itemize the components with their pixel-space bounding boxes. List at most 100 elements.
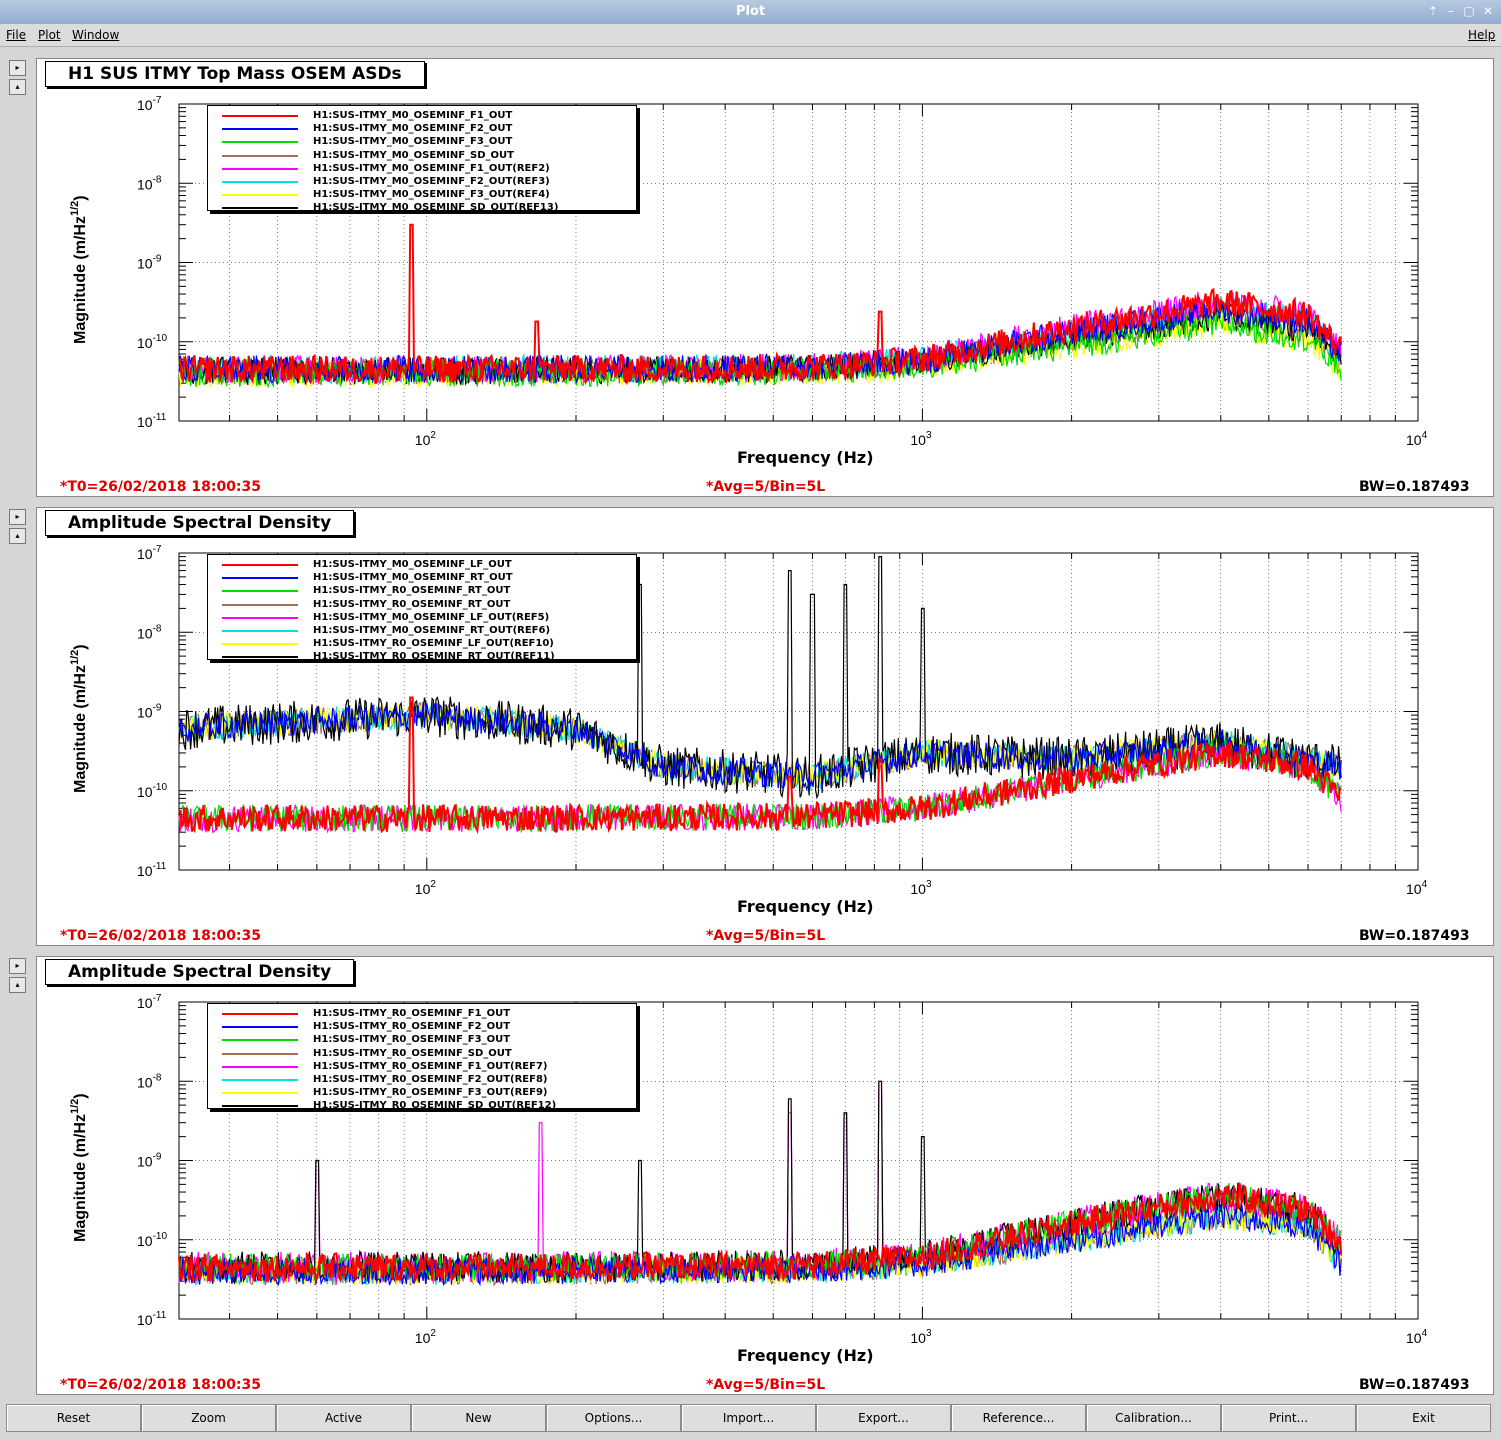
legend-swatch (222, 1026, 298, 1029)
legend-swatch (222, 1079, 298, 1081)
panel1-collapse-button[interactable]: ▴ (9, 79, 26, 95)
legend-swatch (222, 115, 298, 117)
menu-plot[interactable]: Plot (38, 28, 61, 42)
exit-button[interactable]: Exit (1356, 1404, 1491, 1432)
legend-label: H1:SUS-ITMY_R0_OSEMINF_RT_OUT (313, 585, 511, 597)
legend-entry: H1:SUS-ITMY_R0_OSEMINF_F2_OUT (208, 1020, 636, 1033)
bw-status: BW=0.187493 (1359, 479, 1470, 495)
legend-entry: H1:SUS-ITMY_R0_OSEMINF_RT_OUT(REF11) (208, 650, 636, 663)
shade-icon[interactable]: ⇡ (1427, 4, 1439, 18)
legend-label: H1:SUS-ITMY_M0_OSEMINF_F2_OUT (313, 123, 513, 135)
y-tick-label: 10-7 (137, 544, 162, 562)
legend-swatch (222, 590, 298, 593)
zoom-button[interactable]: Zoom (141, 1404, 276, 1432)
series-line (178, 696, 1342, 835)
legend-label: H1:SUS-ITMY_R0_OSEMINF_SD_OUT (313, 1047, 512, 1059)
panel2-collapse-button[interactable]: ▴ (9, 528, 26, 544)
panel2-expand-button[interactable]: ▸ (9, 509, 26, 525)
series-line (178, 701, 1342, 792)
legend-swatch (222, 207, 298, 210)
menu-file-label: File (6, 28, 27, 42)
x-tick-label: 102 (415, 430, 437, 448)
legend-label: H1:SUS-ITMY_M0_OSEMINF_RT_OUT (313, 572, 513, 584)
menu-help-label: Help (1468, 28, 1496, 42)
y-axis-label: Magnitude (m/Hz1/2) (69, 1093, 89, 1242)
panel3-expand-button[interactable]: ▸ (9, 958, 26, 974)
legend-entry: H1:SUS-ITMY_M0_OSEMINF_SD_OUT (208, 149, 636, 162)
plot-panel-1[interactable]: H1 SUS ITMY Top Mass OSEM ASDs 102 103 104 1… (36, 58, 1494, 497)
window-titlebar[interactable]: Plot ⇡ – ▢ ✕ (0, 0, 1501, 25)
legend-swatch (222, 1052, 298, 1055)
series-line (178, 313, 1342, 389)
legend-label: H1:SUS-ITMY_M0_OSEMINF_RT_OUT(REF6) (313, 625, 551, 636)
legend-swatch (222, 564, 298, 566)
legend-label: H1:SUS-ITMY_R0_OSEMINF_SD_OUT(REF12) (313, 1100, 557, 1112)
y-tick-label: 10-9 (137, 703, 162, 721)
legend-swatch (222, 1013, 298, 1015)
plot-panel-2[interactable]: Amplitude Spectral Density 102 103 104 10-7 1… (36, 507, 1494, 946)
y-axis-label: Magnitude (m/Hz1/2) (69, 644, 89, 793)
import-button[interactable]: Import... (681, 1404, 816, 1432)
minimize-icon[interactable]: – (1448, 4, 1454, 18)
y-tick-label: 10-11 (137, 1310, 167, 1328)
menu-file[interactable]: File (6, 28, 26, 42)
calibration-button[interactable]: Calibration... (1086, 1404, 1221, 1432)
legend-entry: H1:SUS-ITMY_R0_OSEMINF_LF_OUT(REF10) (208, 637, 636, 650)
legend-label: H1:SUS-ITMY_R0_OSEMINF_F1_OUT (313, 1008, 511, 1019)
legend-entry: H1:SUS-ITMY_M0_OSEMINF_F3_OUT (208, 135, 636, 148)
legend-entry: H1:SUS-ITMY_M0_OSEMINF_F2_OUT(REF3) (208, 175, 636, 188)
legend-label: H1:SUS-ITMY_R0_OSEMINF_F2_OUT (313, 1021, 511, 1033)
legend-entry: H1:SUS-ITMY_M0_OSEMINF_F2_OUT (208, 122, 636, 135)
y-tick-label: 10-9 (137, 1152, 162, 1170)
legend[interactable]: H1:SUS-ITMY_M0_OSEMINF_F1_OUT H1:SUS-ITMY… (207, 105, 637, 214)
legend-label: H1:SUS-ITMY_R0_OSEMINF_RT_OUT(REF11) (313, 651, 555, 663)
y-tick-label: 10-8 (137, 1072, 162, 1090)
legend[interactable]: H1:SUS-ITMY_R0_OSEMINF_F1_OUT H1:SUS-ITMY… (207, 1003, 637, 1112)
legend-swatch (222, 154, 298, 157)
button-bar: Reset Zoom Active New Options... Import... Exp… (0, 1400, 1501, 1440)
menu-help[interactable]: Help (1468, 28, 1495, 42)
y-tick-label: 10-11 (137, 412, 167, 430)
new-button[interactable]: New (411, 1404, 546, 1432)
legend-swatch (222, 577, 298, 580)
legend-label: H1:SUS-ITMY_M0_OSEMINF_F3_OUT(REF4) (313, 189, 550, 201)
x-tick-label: 104 (1406, 879, 1428, 897)
y-axis-label: Magnitude (m/Hz1/2) (69, 195, 89, 344)
legend-entry: H1:SUS-ITMY_M0_OSEMINF_F1_OUT(REF2) (208, 162, 636, 175)
y-tick-label: 10-9 (137, 254, 162, 272)
panel3-collapse-button[interactable]: ▴ (9, 977, 26, 993)
reference-button[interactable]: Reference... (951, 1404, 1086, 1432)
series-line (178, 1203, 1342, 1287)
reset-button[interactable]: Reset (6, 1404, 141, 1432)
panel1-expand-button[interactable]: ▸ (9, 60, 26, 76)
window-title: Plot (735, 4, 766, 19)
legend-swatch (222, 656, 298, 659)
legend[interactable]: H1:SUS-ITMY_M0_OSEMINF_LF_OUT H1:SUS-ITMY… (207, 554, 637, 663)
legend-swatch (222, 1092, 298, 1095)
series-line (178, 294, 1342, 385)
active-button[interactable]: Active (276, 1404, 411, 1432)
legend-entry: H1:SUS-ITMY_M0_OSEMINF_RT_OUT (208, 571, 636, 584)
menu-window[interactable]: Window (72, 28, 119, 42)
export-button[interactable]: Export... (816, 1404, 951, 1432)
legend-swatch (222, 1105, 298, 1108)
options-button[interactable]: Options... (546, 1404, 681, 1432)
plot-panel-3[interactable]: Amplitude Spectral Density 102 103 104 10-7 1… (36, 956, 1494, 1395)
close-icon[interactable]: ✕ (1482, 4, 1494, 18)
maximize-icon[interactable]: ▢ (1463, 4, 1475, 18)
series-line (178, 1183, 1343, 1284)
print-button[interactable]: Print... (1221, 1404, 1356, 1432)
y-tick-label: 10-10 (137, 1231, 167, 1249)
legend-entry: H1:SUS-ITMY_R0_OSEMINF_F1_OUT(REF7) (208, 1060, 636, 1073)
legend-entry: H1:SUS-ITMY_R0_OSEMINF_F2_OUT(REF8) (208, 1073, 636, 1086)
legend-swatch (222, 603, 298, 606)
y-tick-label: 10-11 (137, 861, 167, 879)
legend-entry: H1:SUS-ITMY_M0_OSEMINF_SD_OUT(REF13) (208, 201, 636, 214)
x-axis-label: Frequency (Hz) (737, 897, 874, 916)
legend-swatch (222, 616, 298, 619)
panel-title: H1 SUS ITMY Top Mass OSEM ASDs (45, 61, 425, 87)
legend-entry: H1:SUS-ITMY_M0_OSEMINF_LF_OUT(REF5) (208, 611, 636, 624)
avg-status: *Avg=5/Bin=5L (706, 1377, 826, 1393)
y-tick-label: 10-10 (137, 333, 167, 351)
legend-swatch (222, 167, 298, 170)
